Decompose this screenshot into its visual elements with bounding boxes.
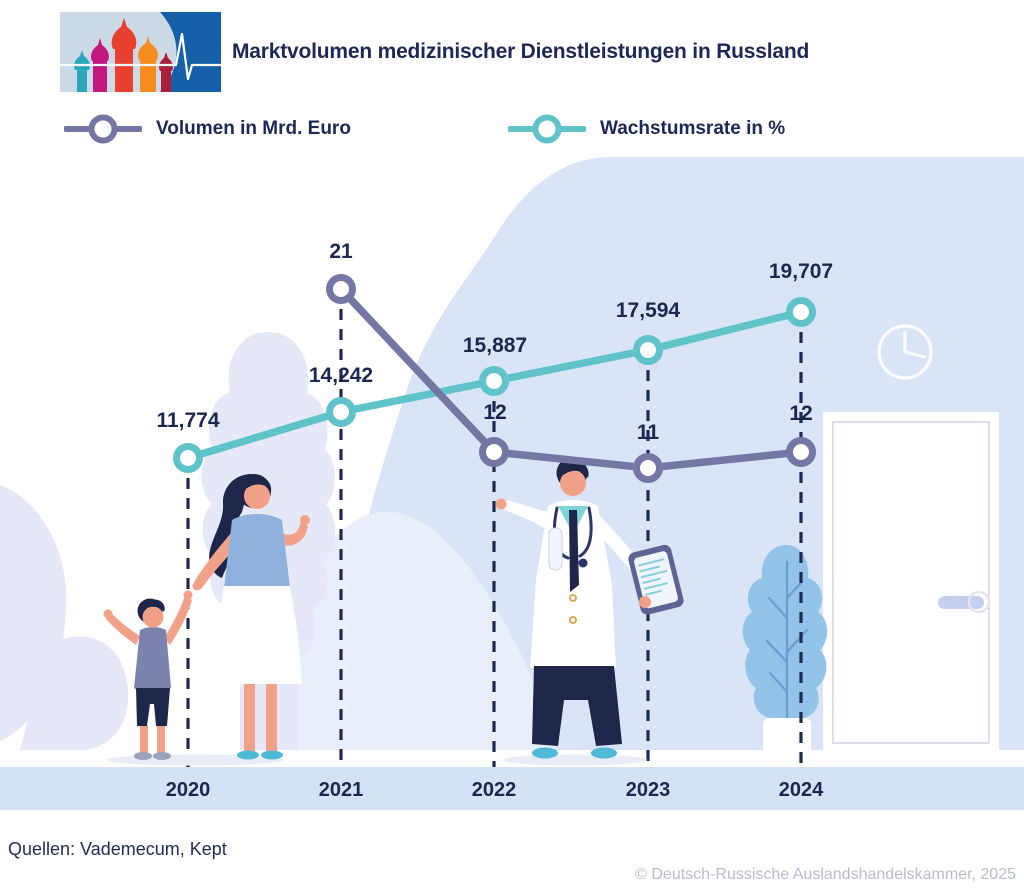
data-point-marker: [173, 443, 203, 473]
data-point-marker: [786, 437, 816, 467]
value-label-volumen-2024: 12: [789, 402, 813, 425]
copyright-note: © Deutsch-Russische Auslandshandelskamme…: [635, 866, 1016, 883]
legend-marker-volumen-icon: [64, 114, 142, 144]
data-point-marker: [786, 297, 816, 327]
value-label-wachstumsrate-2023: 17,594: [615, 299, 681, 322]
value-label-volumen-2023: 11: [636, 421, 660, 444]
doctor-with-tablet-illustration: [495, 457, 684, 759]
x-axis-label-2022: 2022: [471, 779, 517, 801]
legend-marker-wachstumsrate-icon: [508, 114, 586, 144]
mother-and-child-illustration: [103, 474, 310, 760]
potted-tree-illustration: [742, 545, 828, 756]
series-markers-volumen: [326, 274, 816, 483]
clock-icon: [877, 324, 933, 380]
data-point-marker: [479, 366, 509, 396]
value-label-wachstumsrate-2021: 14,242: [308, 364, 374, 387]
series-line-volumen: [337, 285, 805, 472]
x-axis-band: [0, 767, 1024, 810]
legend-item-volumen: Volumen in Mrd. Euro: [64, 112, 351, 146]
legend-item-wachstumsrate: Wachstumsrate in %: [508, 112, 785, 146]
shadow: [503, 754, 647, 766]
page-title: Marktvolumen medizinischer Dienstleistun…: [232, 40, 810, 63]
tablet-icon: [628, 544, 684, 615]
value-label-wachstumsrate-2024: 19,707: [768, 260, 834, 283]
value-label-wachstumsrate-2020: 11,774: [156, 409, 220, 432]
value-label-volumen-2022: 12: [483, 401, 507, 424]
door-handle: [938, 596, 984, 609]
door-illustration: [823, 412, 999, 753]
data-point-marker: [326, 397, 356, 427]
x-axis-label-2023: 2023: [625, 779, 671, 801]
x-axis-label-2021: 2021: [318, 779, 364, 801]
data-point-marker: [326, 274, 356, 304]
hill-blob: [262, 511, 556, 750]
data-point-marker: [479, 437, 509, 467]
x-axis-label-2020: 2020: [165, 779, 211, 801]
lavender-blob-left-2: [20, 636, 129, 750]
series-markers-wachstumsrate: [173, 297, 816, 473]
legend-label-volumen: Volumen in Mrd. Euro: [156, 118, 351, 139]
source-note: Quellen: Vademecum, Kept: [8, 839, 227, 859]
ekg-heartbeat-icon: [60, 32, 221, 81]
value-label-wachstumsrate-2022: 15,887: [462, 334, 528, 357]
x-axis-label-2024: 2024: [778, 779, 824, 801]
ahk-russland-logo: [60, 12, 221, 92]
data-point-marker: [633, 335, 663, 365]
value-label-volumen-2021: 21: [329, 240, 353, 263]
legend-label-wachstumsrate: Wachstumsrate in %: [600, 118, 786, 139]
data-point-marker: [633, 453, 663, 483]
